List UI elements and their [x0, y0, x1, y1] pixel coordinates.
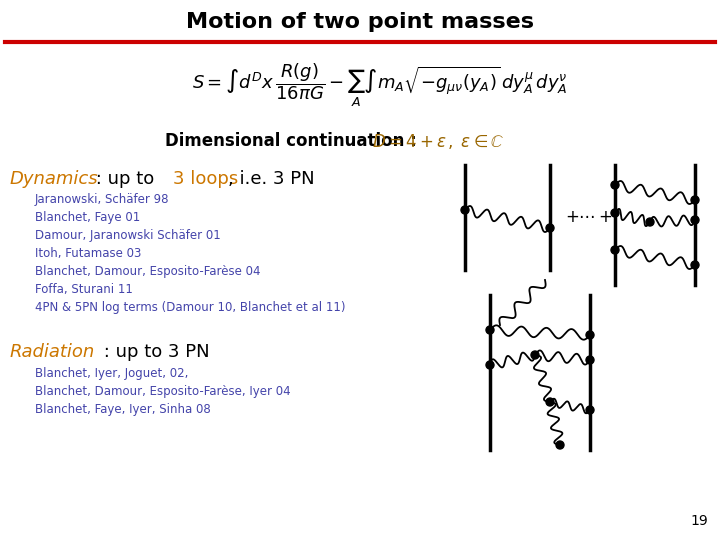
Circle shape	[691, 196, 699, 204]
Text: Radiation: Radiation	[10, 343, 95, 361]
Text: Blanchet, Damour, Esposito-Farèse 04: Blanchet, Damour, Esposito-Farèse 04	[35, 265, 261, 278]
Circle shape	[556, 441, 564, 449]
Text: Blanchet, Faye 01: Blanchet, Faye 01	[35, 211, 140, 224]
Text: 19: 19	[690, 514, 708, 528]
Circle shape	[461, 206, 469, 214]
Text: Motion of two point masses: Motion of two point masses	[186, 12, 534, 32]
Circle shape	[646, 218, 654, 226]
Text: Blanchet, Damour, Esposito-Farèse, Iyer 04: Blanchet, Damour, Esposito-Farèse, Iyer …	[35, 385, 291, 398]
Circle shape	[531, 351, 539, 359]
Circle shape	[586, 406, 594, 414]
Text: Damour, Jaranowski Schäfer 01: Damour, Jaranowski Schäfer 01	[35, 229, 221, 242]
Circle shape	[691, 261, 699, 269]
Text: Dimensional continuation :: Dimensional continuation :	[165, 132, 423, 150]
Text: : up to: : up to	[90, 170, 160, 188]
Text: Blanchet, Faye, Iyer, Sinha 08: Blanchet, Faye, Iyer, Sinha 08	[35, 403, 211, 416]
Text: Foffa, Sturani 11: Foffa, Sturani 11	[35, 283, 133, 296]
Circle shape	[611, 209, 619, 217]
Circle shape	[586, 331, 594, 339]
Circle shape	[611, 181, 619, 189]
Circle shape	[546, 398, 554, 406]
Text: Itoh, Futamase 03: Itoh, Futamase 03	[35, 247, 141, 260]
Text: $D = 4 + \varepsilon\,,\; \varepsilon \in \mathbb{C}$: $D = 4 + \varepsilon\,,\; \varepsilon \i…	[372, 132, 505, 151]
Circle shape	[586, 356, 594, 364]
Circle shape	[691, 216, 699, 224]
Text: : up to 3 PN: : up to 3 PN	[98, 343, 210, 361]
Circle shape	[546, 224, 554, 232]
Text: Dynamics: Dynamics	[10, 170, 99, 188]
Text: 4PN & 5PN log terms (Damour 10, Blanchet et al 11): 4PN & 5PN log terms (Damour 10, Blanchet…	[35, 301, 346, 314]
Text: , i.e. 3 PN: , i.e. 3 PN	[228, 170, 315, 188]
Circle shape	[486, 326, 494, 334]
Text: 3 loops: 3 loops	[173, 170, 238, 188]
Circle shape	[611, 246, 619, 254]
Text: $+ \cdots +$: $+ \cdots +$	[565, 208, 613, 226]
Text: Blanchet, Iyer, Joguet, 02,: Blanchet, Iyer, Joguet, 02,	[35, 367, 189, 380]
Text: Jaranowski, Schäfer 98: Jaranowski, Schäfer 98	[35, 193, 169, 206]
Text: $S = \int d^D x \,\dfrac{R(g)}{16\pi G} - \sum_A \int m_A \sqrt{-g_{\mu\nu}(y_A): $S = \int d^D x \,\dfrac{R(g)}{16\pi G} …	[192, 62, 568, 109]
Circle shape	[486, 361, 494, 369]
